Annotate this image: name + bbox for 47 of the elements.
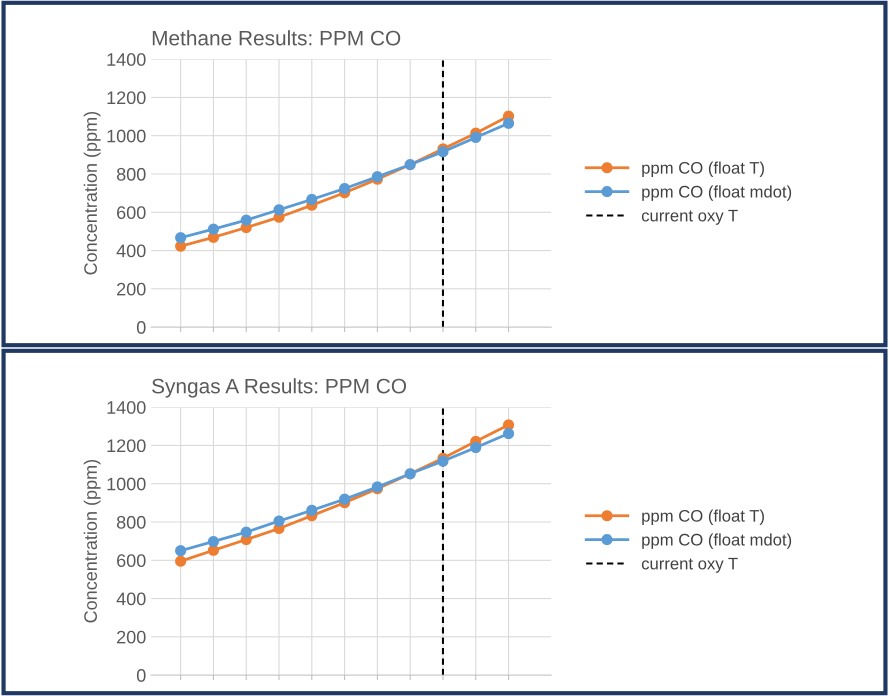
- y-tick-label: 1200: [107, 91, 146, 104]
- point: [306, 194, 318, 206]
- point: [208, 544, 219, 556]
- y-axis-title: Concentration (ppm): [84, 460, 101, 623]
- point: [240, 214, 252, 226]
- text: current oxy T: [642, 558, 738, 573]
- y-tick-label: 1000: [107, 478, 146, 490]
- chart-title: Methane Results: PPM CO: [152, 30, 400, 46]
- y-tick-label: 200: [117, 282, 146, 296]
- point: [502, 118, 514, 129]
- point: [273, 204, 285, 216]
- legend-label: ppm CO (float mdot): [642, 185, 792, 201]
- y-tick-label: 600: [117, 206, 146, 219]
- y-tick-label: 0: [136, 321, 146, 334]
- point: [339, 182, 350, 194]
- point: [437, 146, 449, 158]
- y-tick-label: 800: [116, 168, 146, 181]
- legend-label: ppm CO (float T): [642, 162, 764, 178]
- y-tick-label: 1400: [107, 401, 146, 414]
- y-tick-label: 0: [136, 669, 146, 682]
- legend-label: ppm CO (float T): [642, 510, 764, 526]
- y-tick-label: 600: [117, 554, 146, 567]
- point: [240, 526, 252, 538]
- point: [470, 132, 482, 143]
- point: [175, 556, 186, 567]
- y-tick-label: 1200: [107, 439, 146, 452]
- legend-label: ppm CO (float mdot): [642, 533, 792, 549]
- point: [372, 171, 383, 182]
- y-tick-label: 1400: [107, 53, 146, 66]
- point: [208, 224, 219, 235]
- y-tick-label: 400: [116, 244, 146, 258]
- text: current oxy T: [642, 210, 738, 225]
- point: [470, 442, 482, 454]
- point: [175, 545, 186, 556]
- point: [502, 428, 514, 440]
- y-tick-label: 800: [116, 516, 146, 529]
- y-tick-label: 1000: [107, 130, 146, 142]
- point: [175, 232, 186, 244]
- y-axis-title: Concentration (ppm): [84, 112, 101, 275]
- y-tick-label: 400: [116, 592, 146, 606]
- y-tick-label: 200: [117, 630, 146, 644]
- point: [208, 536, 219, 548]
- point: [437, 456, 449, 467]
- point: [273, 515, 285, 527]
- point: [306, 504, 318, 516]
- chart-title: Syngas A Results: PPM CO: [152, 378, 406, 398]
- point: [339, 494, 350, 505]
